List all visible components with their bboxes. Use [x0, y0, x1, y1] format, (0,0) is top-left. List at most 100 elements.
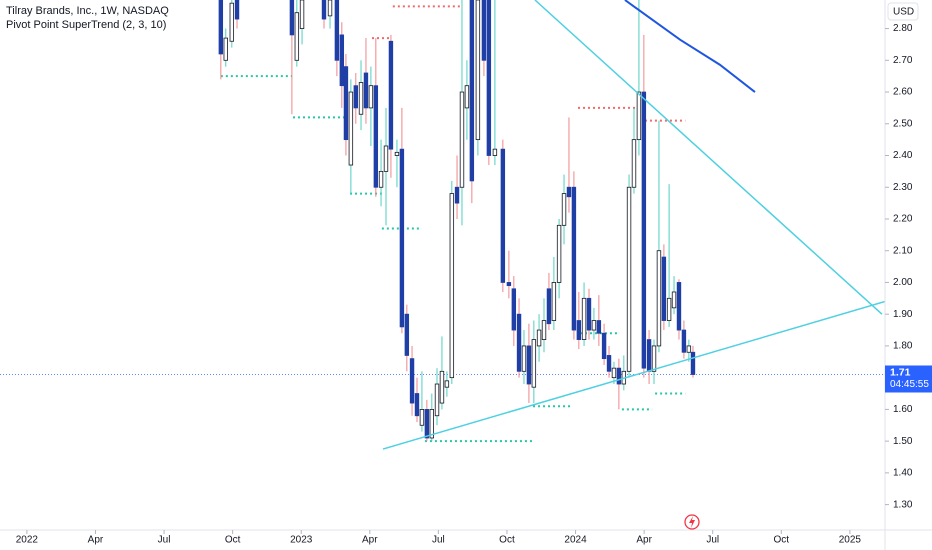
candle-body [363, 72, 369, 109]
candle-body [339, 34, 345, 87]
plot-area [0, 0, 885, 450]
candle-body [414, 393, 420, 417]
candle-body [631, 139, 637, 188]
candle-body [641, 91, 647, 369]
currency: USD [893, 7, 914, 18]
candle-body [348, 91, 354, 166]
currency-box[interactable] [887, 2, 919, 21]
x-tick-label: Jul [158, 535, 171, 546]
alert-icon[interactable] [684, 514, 700, 530]
candle-body [469, 0, 475, 182]
x-tick-label: Jul [432, 535, 445, 546]
candle-body [218, 0, 224, 55]
candle-body [481, 0, 487, 61]
candle-body [686, 345, 692, 353]
candle-body [601, 332, 607, 360]
candle-body [358, 82, 364, 115]
trend-line [534, 0, 883, 315]
candle-body [486, 0, 492, 156]
candle-body [551, 282, 557, 321]
candle-body [596, 320, 602, 334]
candle-body [626, 186, 632, 372]
candle-body [636, 91, 642, 141]
candle-body [546, 288, 552, 325]
candle-body [566, 186, 572, 198]
x-tick-label: 2022 [16, 535, 39, 546]
y-tick-label: 1.80 [893, 341, 913, 352]
candle-body [373, 85, 379, 188]
x-tick-label: 2024 [564, 535, 587, 546]
candle-body [454, 186, 460, 204]
candle-body [327, 0, 333, 17]
y-tick-label: 2.50 [893, 118, 913, 129]
y-tick-label: 2.30 [893, 182, 913, 193]
candle-body [561, 193, 567, 226]
candle-body [581, 297, 587, 340]
candle-body [334, 0, 340, 61]
y-tick-label: 1.90 [893, 309, 913, 320]
candle-body [459, 91, 465, 188]
candle-body [353, 85, 359, 109]
candle-body [500, 148, 506, 283]
candle-body [429, 409, 435, 439]
candle-body [409, 358, 415, 404]
candle-body [439, 370, 445, 404]
candle-body [676, 282, 682, 331]
candle-body [449, 193, 455, 379]
y-tick-label: 2.40 [893, 150, 913, 161]
candle-body [526, 345, 532, 385]
candle-body [321, 0, 327, 20]
candle-body [646, 339, 652, 372]
candle-body [383, 145, 389, 172]
countdown: 04:45:55 [890, 379, 929, 390]
candle-body [299, 0, 305, 29]
x-tick-label: Oct [225, 535, 241, 546]
candle-body [651, 345, 657, 372]
candle-body [690, 351, 696, 375]
candle-body [343, 66, 349, 141]
candle-body [666, 297, 672, 321]
candle-body [368, 85, 374, 109]
x-tick-label: Apr [88, 535, 104, 546]
candle-body [606, 355, 612, 372]
last-price-label: 1.71 [890, 366, 911, 378]
y-tick-label: 2.10 [893, 245, 913, 256]
y-tick-label: 2.60 [893, 87, 913, 98]
x-tick-label: Jul [706, 535, 719, 546]
candle-body [661, 256, 667, 321]
y-tick-label: 1.30 [893, 499, 913, 510]
y-tick-label: 1.60 [893, 404, 913, 415]
candle-body [516, 313, 522, 372]
candle-body [378, 170, 384, 188]
candle-body [289, 0, 295, 36]
candle-body [656, 250, 662, 347]
x-tick-label: 2025 [839, 535, 862, 546]
candle-body [536, 329, 542, 347]
candle-body [434, 383, 440, 417]
candle-body [511, 288, 517, 331]
candle-body [571, 186, 577, 331]
chart-title: Tilray Brands, Inc., 1W, NASDAQ [6, 5, 169, 17]
x-tick-label: Oct [774, 535, 790, 546]
candle-body [394, 151, 400, 156]
candle-body [556, 224, 562, 283]
candle-body [521, 345, 527, 372]
candle-body [464, 85, 470, 109]
candle-body [506, 282, 512, 287]
y-tick-label: 1.50 [893, 436, 913, 447]
last-price-box [885, 365, 932, 393]
candle-body [671, 291, 677, 309]
candle-body [576, 320, 582, 340]
candle-body [492, 148, 498, 156]
y-tick-label: 2.20 [893, 214, 913, 225]
candle-body [616, 367, 622, 385]
candle-body [681, 329, 687, 353]
candle-body [388, 40, 394, 150]
x-tick-label: Oct [499, 535, 515, 546]
candle-body [611, 367, 617, 379]
x-tick-label: 2023 [290, 535, 313, 546]
x-tick-label: Apr [362, 535, 378, 546]
candle-body [399, 148, 405, 328]
